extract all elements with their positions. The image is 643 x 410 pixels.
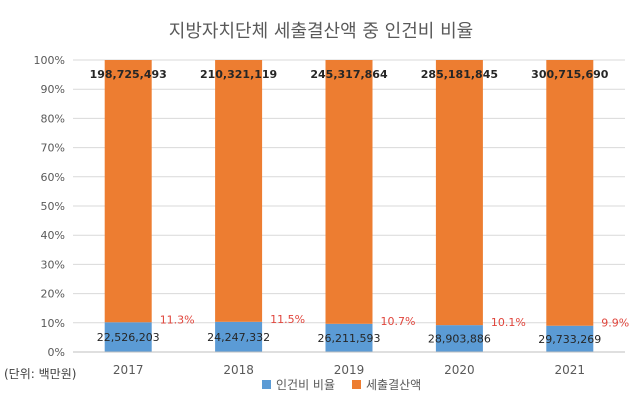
unit-note: (단위: 백만원) <box>4 367 76 381</box>
y-tick-label: 10% <box>41 317 65 330</box>
x-tick-label: 2021 <box>555 363 586 377</box>
y-tick-label: 60% <box>41 171 65 184</box>
data-label-expenditure: 285,181,845 <box>421 68 498 81</box>
y-tick-label: 30% <box>41 258 65 271</box>
y-tick-label: 80% <box>41 112 65 125</box>
bar-segment-labor <box>325 323 373 352</box>
bar-segment-expenditure <box>215 60 263 322</box>
bar-segment-expenditure <box>435 60 483 326</box>
bar-segment-labor <box>546 325 594 352</box>
y-tick-label: 70% <box>41 142 65 155</box>
bar-segment-expenditure <box>104 60 152 323</box>
legend-label-labor: 인건비 비율 <box>276 378 335 392</box>
data-label-labor: 26,211,593 <box>318 332 381 345</box>
data-label-labor: 28,903,886 <box>428 333 491 346</box>
legend-swatch-expenditure <box>352 380 361 389</box>
y-tick-label: 50% <box>41 200 65 213</box>
bar-segment-labor <box>435 325 483 352</box>
data-label-labor: 22,526,203 <box>97 331 160 344</box>
axes: 0% 10% 20% 30% 40% 50% 60% 70% 80% 90% 100% 2017 201… <box>34 54 625 377</box>
data-label-expenditure: 210,321,119 <box>200 68 277 81</box>
percent-label: 10.7% <box>381 315 416 328</box>
legend-swatch-labor <box>262 380 271 389</box>
bar-segment-labor <box>215 321 263 352</box>
chart-title: 지방자치단체 세출결산액 중 인건비 비율 <box>169 21 473 42</box>
percent-label: 11.5% <box>270 313 305 326</box>
legend: 인건비 비율 세출결산액 <box>262 378 421 392</box>
percent-label: 10.1% <box>491 316 526 329</box>
y-tick-label: 90% <box>41 83 65 96</box>
bars <box>104 60 594 352</box>
x-tick-label: 2019 <box>334 363 365 377</box>
y-tick-label: 20% <box>41 288 65 301</box>
bar-segment-labor <box>104 322 152 352</box>
x-tick-label: 2020 <box>444 363 475 377</box>
x-tick-label: 2018 <box>223 363 254 377</box>
legend-label-expenditure: 세출결산액 <box>366 378 421 392</box>
bar-segment-expenditure <box>546 60 594 326</box>
data-label-expenditure: 300,715,690 <box>531 68 609 81</box>
data-label-expenditure: 245,317,864 <box>310 68 388 81</box>
x-tick-label: 2017 <box>113 363 144 377</box>
y-tick-label: 100% <box>34 54 65 67</box>
y-tick-label: 40% <box>41 229 65 242</box>
data-label-expenditure: 198,725,493 <box>90 68 167 81</box>
data-label-labor: 29,733,269 <box>538 333 601 346</box>
bar-segment-expenditure <box>325 60 373 324</box>
percent-label: 9.9% <box>601 317 629 330</box>
percent-label: 11.3% <box>160 313 195 326</box>
data-label-labor: 24,247,332 <box>207 331 270 344</box>
y-tick-label: 0% <box>48 346 65 359</box>
